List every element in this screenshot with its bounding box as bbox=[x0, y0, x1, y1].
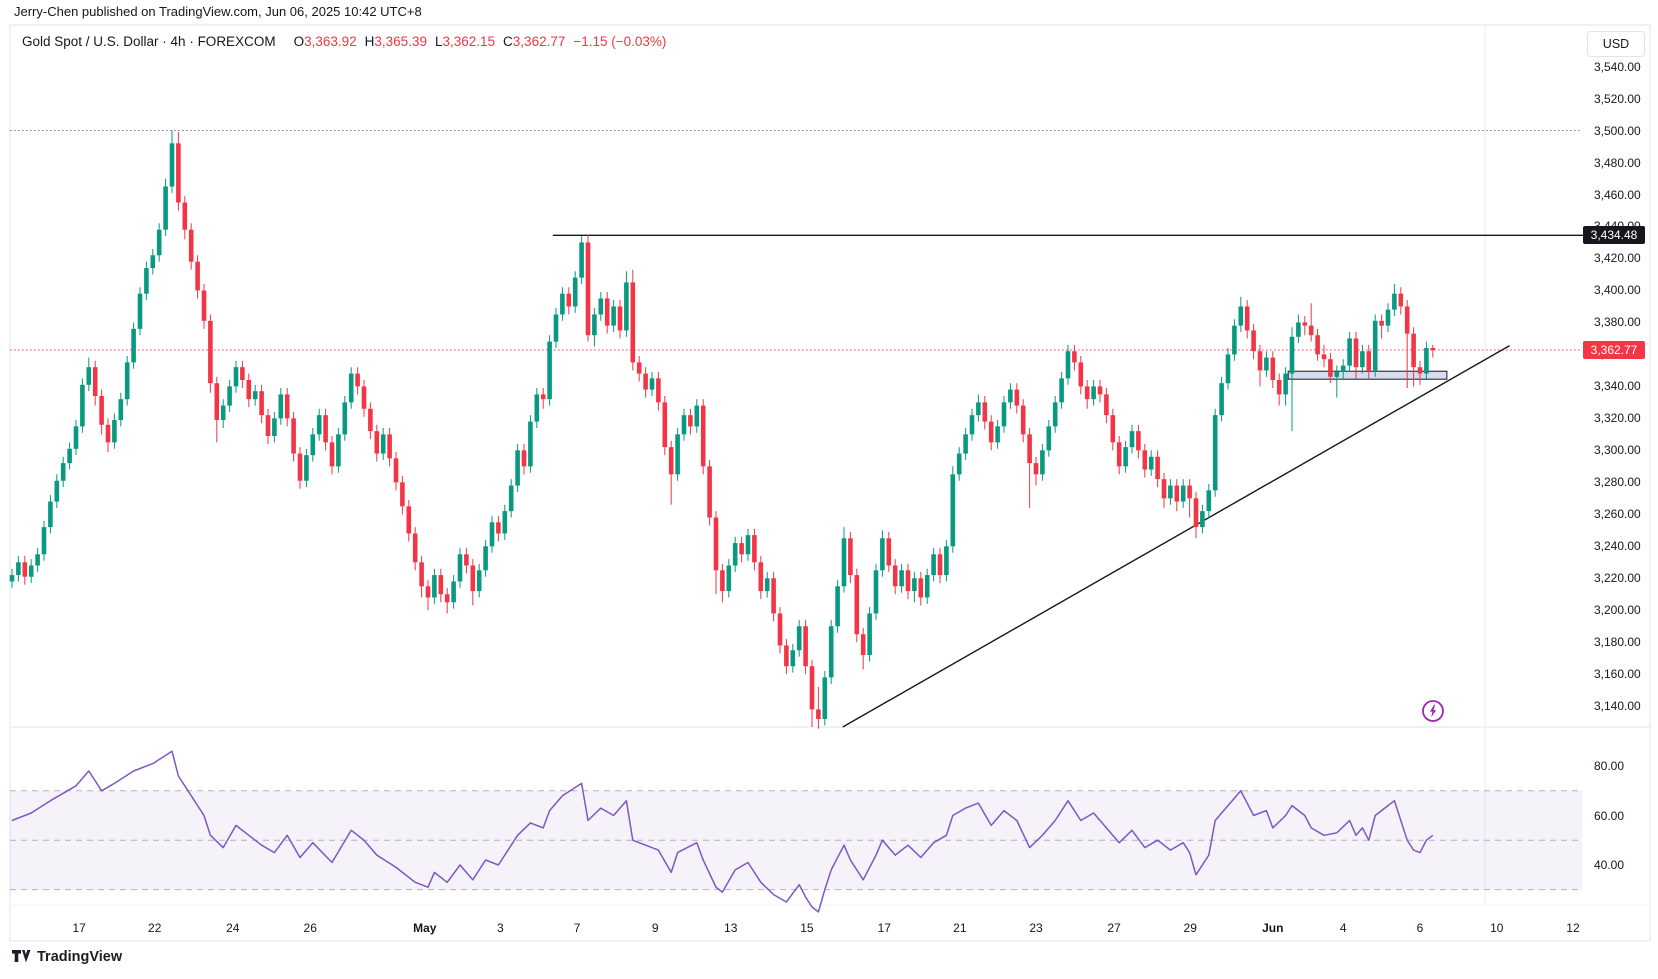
symbol-legend: Gold Spot / U.S. Dollar · 4h · FOREXCOM O… bbox=[22, 34, 666, 49]
rsi-tick-label: 60.00 bbox=[1594, 808, 1625, 823]
price-tick-label: 3,200.00 bbox=[1594, 603, 1641, 618]
rsi-line bbox=[11, 750, 1434, 913]
price-tick-label: 3,500.00 bbox=[1594, 123, 1641, 138]
tradingview-logo[interactable]: TradingView bbox=[12, 948, 122, 965]
publish-note: Jerry-Chen published on TradingView.com,… bbox=[14, 4, 422, 19]
change-value: −1.15 (−0.03%) bbox=[573, 34, 667, 49]
date-tick-label: 29 bbox=[1183, 921, 1197, 935]
date-tick-label: 9 bbox=[651, 921, 659, 935]
price-tick-label: 3,340.00 bbox=[1594, 379, 1641, 394]
last-price-label: 3,362.77 bbox=[1583, 341, 1645, 359]
date-tick-label: 12 bbox=[1566, 921, 1580, 935]
price-tick-label: 3,320.00 bbox=[1594, 411, 1641, 426]
date-tick-label: 3 bbox=[496, 921, 504, 935]
price-tick-label: 3,220.00 bbox=[1594, 571, 1641, 586]
rsi-band bbox=[10, 790, 1582, 891]
date-tick-label: 22 bbox=[148, 921, 162, 935]
tradingview-mark-icon bbox=[12, 950, 31, 963]
price-tick-label: 3,260.00 bbox=[1594, 507, 1641, 522]
ohlc-open-value: 3,363.92 bbox=[304, 34, 357, 49]
price-tick-label: 3,300.00 bbox=[1594, 443, 1641, 458]
price-marker-lines bbox=[10, 130, 1584, 351]
price-tick-label: 3,520.00 bbox=[1594, 91, 1641, 106]
chart-frame bbox=[9, 24, 1651, 942]
price-tick-label: 3,160.00 bbox=[1594, 667, 1641, 682]
date-tick-label: 10 bbox=[1490, 921, 1504, 935]
date-tick-label: 4 bbox=[1339, 921, 1347, 935]
ohlc-high-value: 3,365.39 bbox=[374, 34, 427, 49]
date-tick-label: 21 bbox=[953, 921, 967, 935]
ohlc-low-label: L bbox=[434, 34, 443, 49]
currency-toggle-button[interactable]: USD bbox=[1587, 31, 1645, 57]
candlestick-series bbox=[9, 130, 1436, 729]
date-tick-label: Jun bbox=[1262, 921, 1284, 935]
date-tick-label: 13 bbox=[724, 921, 738, 935]
price-tick-label: 3,420.00 bbox=[1594, 251, 1641, 266]
rsi-tick-label: 40.00 bbox=[1594, 857, 1625, 872]
date-tick-label: 15 bbox=[800, 921, 814, 935]
price-tick-label: 3,400.00 bbox=[1594, 283, 1641, 298]
tradingview-wordmark: TradingView bbox=[37, 948, 123, 965]
price-tick-label: 3,460.00 bbox=[1594, 187, 1641, 202]
price-tick-label: 3,380.00 bbox=[1594, 315, 1641, 330]
date-tick-label: 23 bbox=[1029, 921, 1043, 935]
lightning-icon bbox=[1422, 700, 1444, 722]
price-tick-label: 3,280.00 bbox=[1594, 475, 1641, 490]
price-tick-label: 3,180.00 bbox=[1594, 635, 1641, 650]
date-tick-label: May bbox=[413, 921, 437, 935]
date-tick-label: 26 bbox=[303, 921, 317, 935]
ohlc-close-label: C bbox=[503, 34, 513, 49]
resistance-price-label: 3,434.48 bbox=[1583, 226, 1645, 244]
ohlc-high-label: H bbox=[364, 34, 375, 49]
date-tick-label: 27 bbox=[1107, 921, 1121, 935]
price-tick-label: 3,540.00 bbox=[1594, 59, 1641, 74]
date-tick-label: 6 bbox=[1416, 921, 1424, 935]
price-tick-label: 3,240.00 bbox=[1594, 539, 1641, 554]
ohlc-low-value: 3,362.15 bbox=[442, 34, 496, 49]
date-tick-label: 24 bbox=[226, 921, 240, 935]
price-tick-label: 3,140.00 bbox=[1594, 699, 1641, 714]
ascending-trendline bbox=[842, 345, 1510, 728]
date-tick-label: 7 bbox=[573, 921, 581, 935]
ohlc-open-label: O bbox=[293, 34, 305, 49]
date-tick-label: 17 bbox=[72, 921, 86, 935]
support-box bbox=[1287, 370, 1448, 380]
ohlc-close-value: 3,362.77 bbox=[512, 34, 566, 49]
flash-boost-button[interactable] bbox=[1421, 699, 1445, 723]
date-tick-label: 17 bbox=[877, 921, 891, 935]
rsi-tick-label: 80.00 bbox=[1594, 759, 1625, 774]
symbol-title: Gold Spot / U.S. Dollar · 4h · FOREXCOM bbox=[22, 34, 276, 49]
price-tick-label: 3,480.00 bbox=[1594, 155, 1641, 170]
